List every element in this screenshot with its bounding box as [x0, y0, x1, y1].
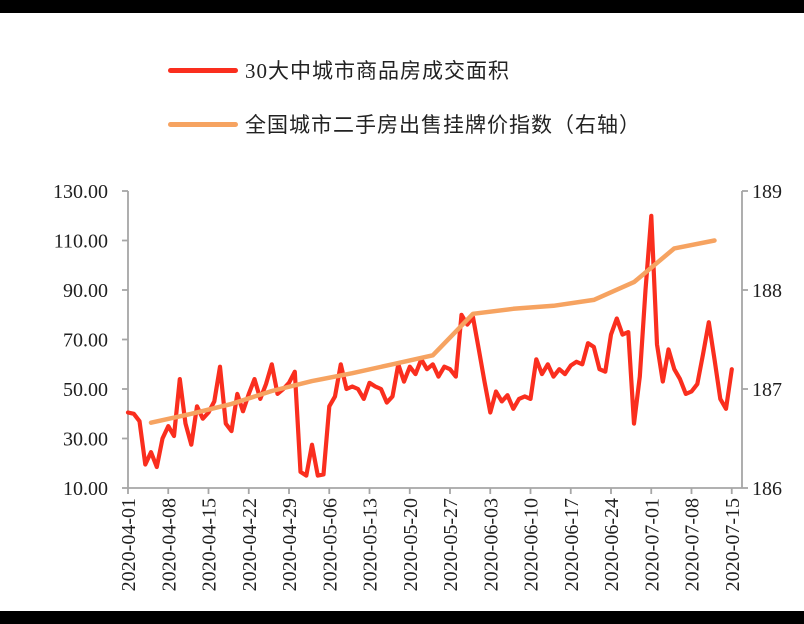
legend-item-transaction-area: 30大中城市商品房成交面积: [168, 56, 641, 84]
x-tick-label: 2020-06-17: [561, 498, 583, 591]
x-tick-label: 2020-06-24: [601, 498, 623, 591]
top-border-bar: [0, 0, 804, 13]
x-tick-label: 2020-04-08: [158, 498, 180, 591]
x-tick-label: 2020-05-20: [400, 498, 422, 591]
left-y-tick-label: 110.00: [54, 231, 108, 253]
left-y-tick-label: 50.00: [63, 379, 108, 401]
left-y-tick-label: 70.00: [63, 330, 108, 352]
legend-swatch-red-line: [168, 67, 238, 73]
x-tick-label: 2020-04-15: [199, 498, 221, 591]
x-tick-label: 2020-07-15: [722, 498, 744, 591]
x-tick-label: 2020-04-29: [279, 498, 301, 591]
series-line-0: [125, 213, 734, 478]
left-y-tick-label: 130.00: [53, 181, 108, 203]
left-y-tick-label: 30.00: [63, 429, 108, 451]
x-tick-label: 2020-06-03: [480, 498, 502, 591]
x-tick-label: 2020-04-22: [239, 498, 261, 591]
x-tick-label: 2020-05-27: [440, 498, 462, 591]
right-y-tick-label: 187: [752, 379, 782, 401]
series-line-1: [148, 238, 717, 425]
x-tick-label: 2020-05-06: [319, 498, 341, 591]
x-tick-label: 2020-06-10: [521, 498, 543, 591]
right-y-tick-label: 186: [752, 478, 782, 500]
legend-label-listing-price-index: 全国城市二手房出售挂牌价指数（右轴）: [245, 113, 641, 137]
right-y-tick-label: 188: [752, 280, 782, 302]
legend-item-listing-price-index: 全国城市二手房出售挂牌价指数（右轴）: [168, 110, 641, 138]
x-tick-label: 2020-05-13: [360, 498, 382, 591]
left-y-tick-label: 10.00: [63, 478, 108, 500]
bottom-border-bar: [0, 611, 804, 624]
left-y-tick-label: 90.00: [63, 280, 108, 302]
x-tick-label: 2020-04-01: [118, 498, 140, 591]
x-tick-label: 2020-07-01: [641, 498, 663, 591]
legend: 30大中城市商品房成交面积 全国城市二手房出售挂牌价指数（右轴）: [168, 56, 641, 164]
legend-label-transaction-area: 30大中城市商品房成交面积: [245, 59, 510, 83]
right-y-tick-label: 189: [752, 181, 782, 203]
x-tick-label: 2020-07-08: [682, 498, 704, 591]
legend-swatch-orange-line: [168, 121, 238, 127]
